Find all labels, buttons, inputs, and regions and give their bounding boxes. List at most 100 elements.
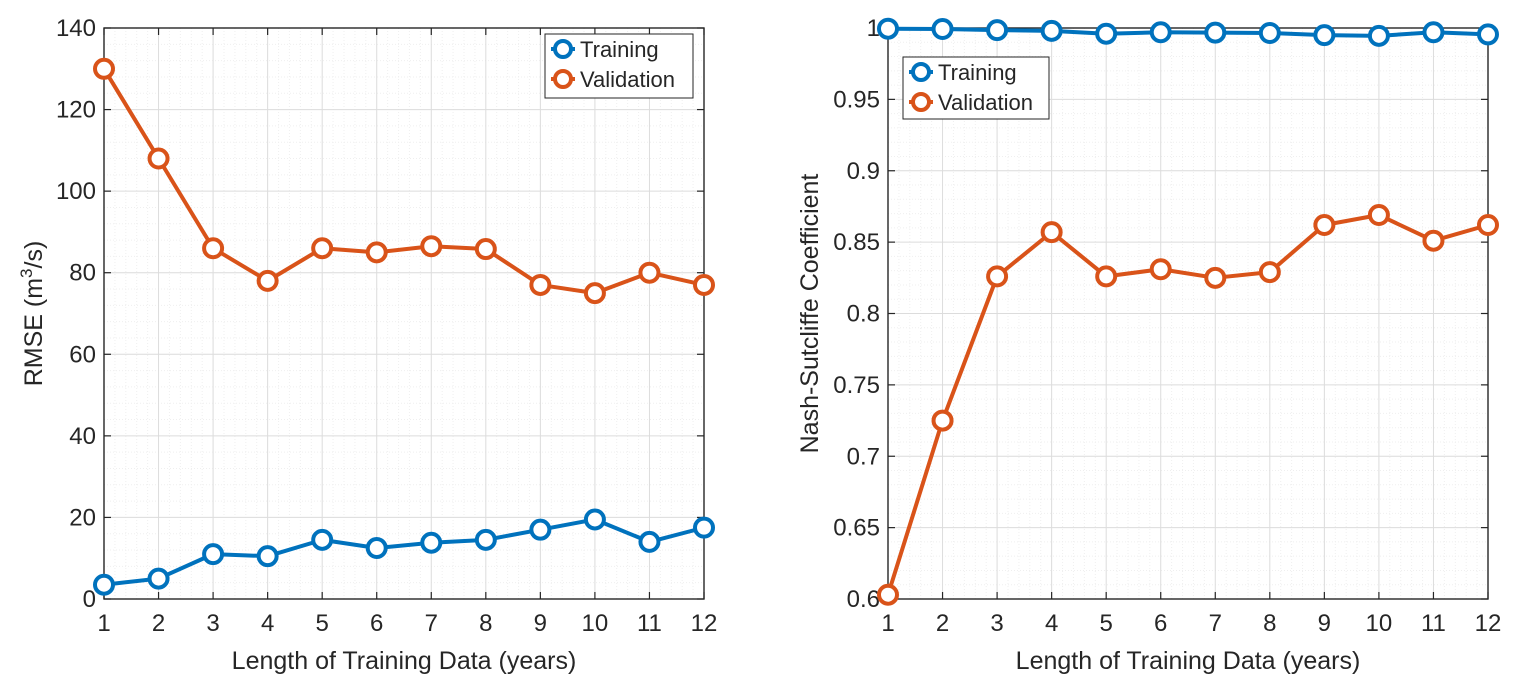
data-point-training	[202, 543, 225, 566]
data-point-training	[420, 531, 443, 554]
data-point-validation	[202, 237, 225, 260]
data-point-validation	[1258, 261, 1281, 284]
data-point-training	[583, 508, 606, 531]
data-point-validation	[1367, 204, 1390, 227]
data-point-training	[638, 530, 661, 553]
y-axis-label-unit: /s)	[20, 241, 48, 269]
x-tick-label: 9	[1318, 610, 1331, 637]
legend-label-validation: Validation	[580, 67, 675, 92]
data-point-validation	[986, 265, 1009, 288]
data-point-validation	[474, 238, 497, 261]
data-point-training	[1040, 19, 1063, 42]
data-point-training	[986, 19, 1009, 42]
y-tick-label: 40	[69, 423, 96, 450]
axes-box	[103, 27, 705, 600]
legend: Training Validation	[902, 56, 1050, 120]
y-tick-label: 100	[56, 178, 96, 205]
y-axis-label-superscript: 3	[17, 268, 36, 277]
x-tick-label: 2	[152, 610, 165, 637]
data-point-validation	[1422, 229, 1445, 252]
x-tick-label: 6	[370, 610, 383, 637]
legend: Training Validation	[544, 33, 694, 99]
data-point-validation	[1095, 265, 1118, 288]
data-point-validation	[93, 57, 115, 80]
y-tick-label: 20	[69, 504, 96, 531]
data-point-training	[365, 537, 388, 560]
data-point-training	[1095, 22, 1118, 45]
y-tick-label: 0.9	[847, 158, 880, 185]
legend-marker-validation	[911, 92, 931, 112]
data-point-validation	[311, 237, 334, 260]
data-point-training	[1258, 21, 1281, 44]
data-point-training	[311, 528, 334, 551]
data-point-training	[1204, 21, 1227, 44]
series-training	[93, 508, 715, 596]
data-point-training	[474, 528, 497, 551]
y-tick-label: 0.85	[833, 229, 880, 256]
x-tick-label: 1	[97, 610, 110, 637]
y-axis-label-text: RMSE (m	[20, 278, 48, 386]
x-tick-label: 10	[582, 610, 609, 637]
legend-marker-training	[553, 39, 573, 59]
legend-label-training: Training	[580, 37, 659, 62]
y-tick-label: 1	[867, 15, 880, 42]
data-point-validation	[877, 583, 899, 606]
data-point-validation	[420, 235, 443, 258]
major-grid	[887, 27, 1489, 600]
data-point-training	[1422, 21, 1445, 44]
x-tick-label: 3	[206, 610, 219, 637]
series-line-validation	[886, 213, 1489, 596]
data-point-training	[931, 17, 954, 40]
tick-labels: 1 2 3 4 5 6 7 8 9 10 11 120.60.650.70.750.80.850.90…	[833, 15, 1501, 637]
legend-label-training: Training	[938, 60, 1017, 85]
data-point-validation	[693, 273, 715, 296]
x-tick-label: 7	[425, 610, 438, 637]
major-grid	[103, 27, 705, 600]
data-point-validation	[529, 273, 552, 296]
x-tick-label: 5	[316, 610, 329, 637]
data-point-validation	[1204, 266, 1227, 289]
y-tick-label: 0.8	[847, 301, 880, 328]
y-tick-label: 60	[69, 341, 96, 368]
x-tick-label: 1	[881, 610, 894, 637]
data-point-training	[1149, 21, 1172, 44]
data-point-training	[529, 518, 552, 541]
data-point-validation	[1149, 258, 1172, 281]
x-tick-label: 11	[637, 610, 662, 637]
x-axis-label: Length of Training Data (years)	[232, 647, 577, 675]
data-point-validation	[583, 282, 606, 305]
x-tick-label: 8	[1263, 610, 1276, 637]
data-point-validation	[256, 269, 279, 292]
series-line-training	[887, 26, 1489, 38]
data-point-validation	[638, 261, 661, 284]
minor-grid	[104, 28, 704, 599]
series-line-validation	[102, 67, 705, 296]
y-axis-label: RMSE (m3/s)	[17, 241, 48, 387]
data-point-training	[1477, 23, 1499, 46]
data-point-training	[1367, 24, 1390, 47]
x-tick-label: 10	[1366, 610, 1393, 637]
data-point-validation	[1040, 221, 1063, 244]
y-tick-label: 0.65	[833, 515, 880, 542]
x-tick-label: 4	[261, 610, 274, 637]
chart-1: 1 2 3 4 5 6 7 8 9 10 11 12020406080100120140Length …	[17, 15, 717, 675]
x-tick-label: 6	[1154, 610, 1167, 637]
chart-2: 1 2 3 4 5 6 7 8 9 10 11 120.60.650.70.750.80.850.90…	[796, 15, 1501, 675]
x-tick-label: 3	[990, 610, 1003, 637]
data-point-validation	[147, 147, 170, 170]
series-line-training	[103, 517, 705, 587]
y-tick-label: 80	[69, 260, 96, 287]
data-point-validation	[1313, 213, 1336, 236]
y-tick-label: 0.7	[847, 443, 880, 470]
x-tick-label: 12	[1475, 610, 1502, 637]
legend-marker-validation	[553, 69, 573, 89]
x-tick-label: 12	[691, 610, 718, 637]
legend-marker-training	[911, 62, 931, 82]
y-tick-label: 140	[56, 15, 96, 42]
x-tick-label: 2	[936, 610, 949, 637]
y-tick-label: 0.6	[847, 586, 880, 613]
x-tick-label: 11	[1421, 610, 1446, 637]
x-tick-label: 4	[1045, 610, 1058, 637]
